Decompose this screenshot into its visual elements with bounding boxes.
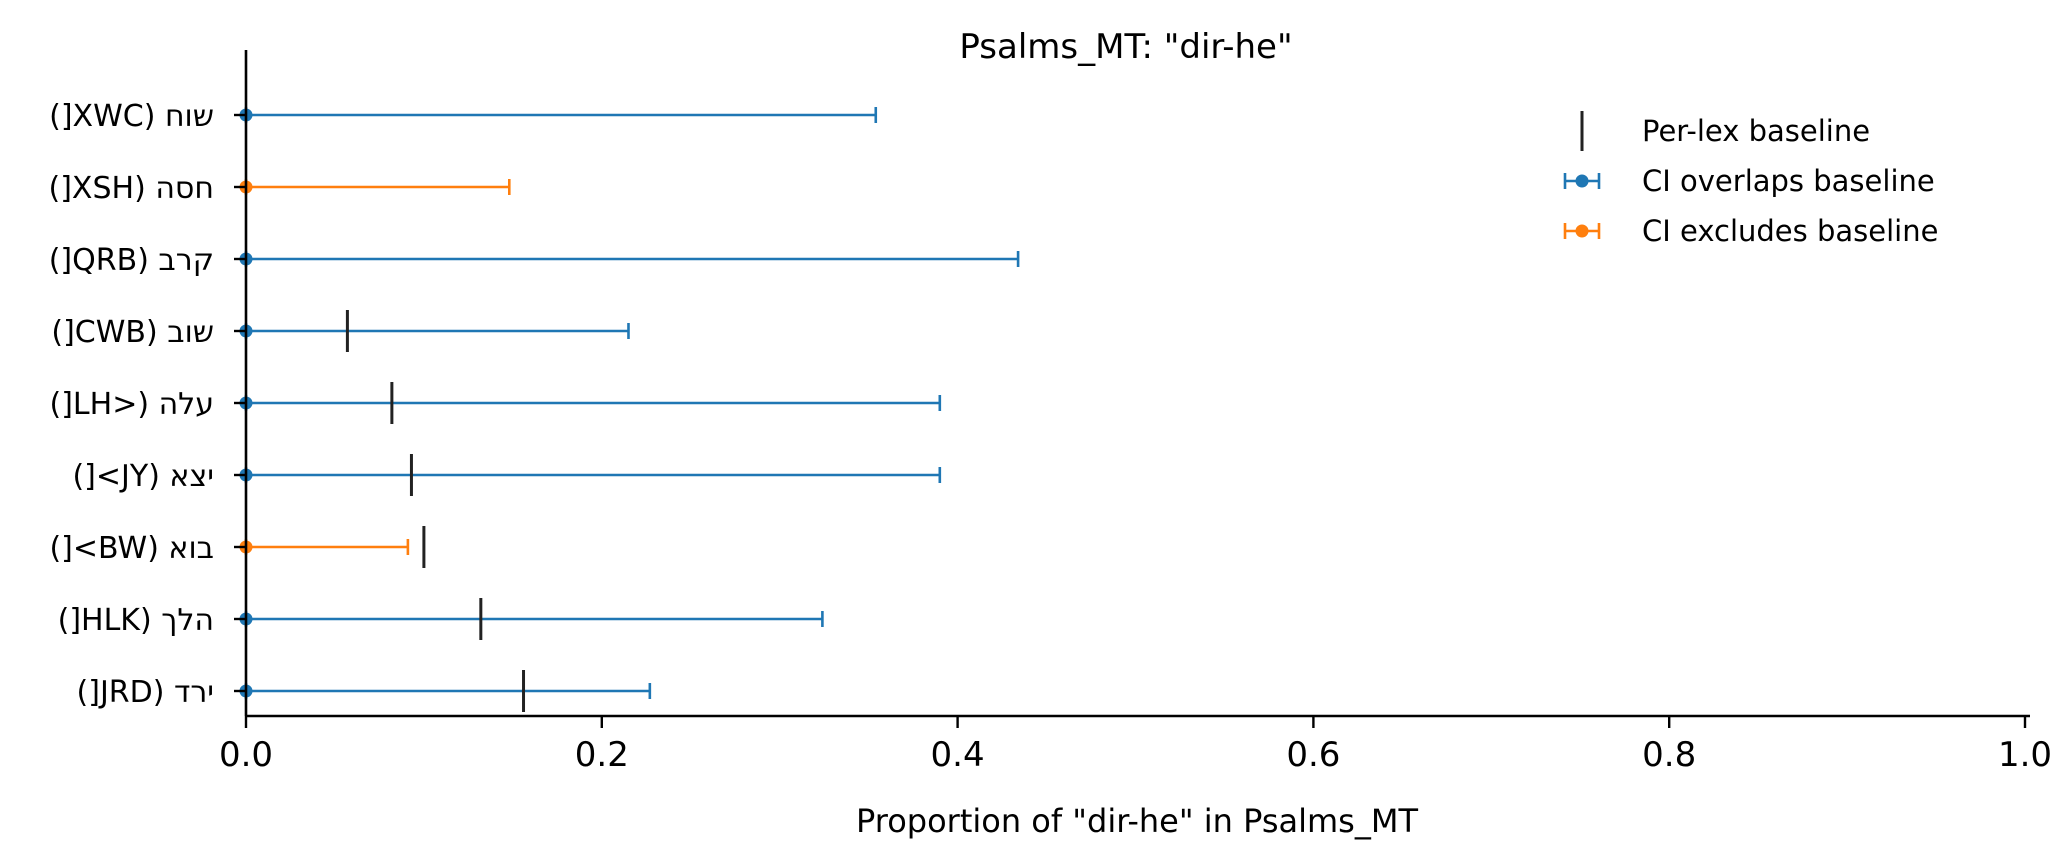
x-axis-ticks: 0.0 0.2 0.4 0.6 0.8 1.0 (219, 716, 2052, 775)
legend-dot (1575, 224, 1589, 238)
x-tick-label: 0.0 (219, 735, 273, 775)
y-tick-label: הלך (HLK[) (58, 603, 214, 638)
x-tick-label: 0.8 (1642, 735, 1696, 775)
legend-item: Per-lex baseline (1580, 111, 1870, 151)
y-tick-label: קרב (QRB[) (49, 243, 214, 278)
legend-label: CI excludes baseline (1642, 214, 1938, 248)
y-tick-label: חסה (XSH[) (49, 171, 215, 206)
legend: Per-lex baseline CI overlaps baseline CI e… (1563, 111, 1938, 248)
y-tick-label: עלה (<LH[) (49, 387, 214, 422)
y-tick-label: שוח (XWC[) (49, 99, 214, 134)
y-tick-label: ירד (JRD[) (77, 675, 214, 710)
y-axis-ticks: שוח (XWC[) חסה (XSH[) קרב (QRB[) שוב (CWB[)… (49, 99, 246, 710)
x-tick-label: 1.0 (1998, 735, 2052, 775)
legend-dot (1575, 174, 1589, 188)
legend-item: CI excludes baseline (1563, 214, 1938, 248)
y-tick-label: בוא (BW>[) (49, 531, 214, 566)
x-tick-label: 0.6 (1286, 735, 1340, 775)
legend-item: CI overlaps baseline (1563, 164, 1935, 198)
legend-label: CI overlaps baseline (1642, 164, 1935, 198)
x-tick-label: 0.2 (575, 735, 629, 775)
y-tick-label: יצא (JY>[) (72, 459, 214, 494)
chart-title: Psalms_MT: "dir-he" (959, 27, 1292, 67)
legend-label: Per-lex baseline (1642, 114, 1870, 148)
plot-area (239, 107, 1020, 712)
y-tick-label: שוב (CWB[) (51, 315, 214, 350)
x-axis-label: Proportion of "dir-he" in Psalms_MT (856, 802, 1418, 840)
x-tick-label: 0.4 (931, 735, 985, 775)
